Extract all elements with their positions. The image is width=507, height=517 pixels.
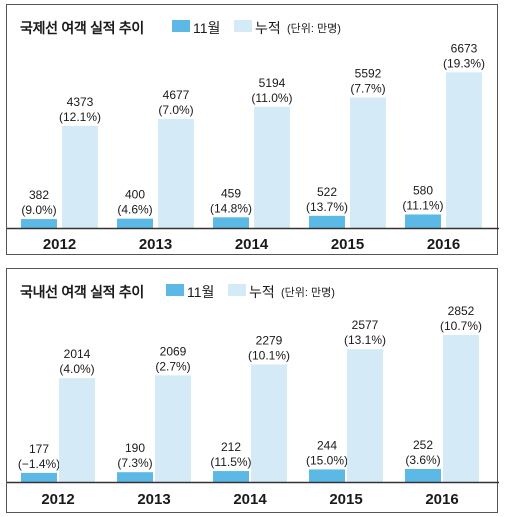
bar-cum [59,378,95,482]
pct-label-cum: (4.0%) [59,362,94,376]
x-tick-label: 2016 [427,236,460,253]
x-tick-label: 2015 [331,236,364,253]
pct-label-cum: (10.7%) [440,319,482,333]
pct-label-cum: (10.1%) [248,348,290,362]
chart-title: 국내선 여객 실적 추이 [20,284,144,300]
x-tick-label: 2012 [41,491,74,508]
bar-cum [254,106,290,228]
x-tick-label: 2015 [329,491,362,508]
legend-label-nov: 11월 [187,284,215,300]
legend-label-cum: 누적 [249,284,275,300]
bar-cum [158,118,194,228]
domestic-chart: 177(−1.4%)2014(4.0%)2012190(7.3%)2069(2.… [7,304,499,508]
value-label-nov: 190 [125,441,145,455]
value-label-nov: 459 [221,186,241,200]
international-chart: 382(9.0%)4373(12.1%)2012400(4.6%)4677(7.… [7,41,499,253]
pct-label-cum: (11.0%) [251,91,292,105]
pct-label-cum: (7.7%) [350,82,385,96]
value-label-nov: 212 [221,440,241,454]
pct-label-nov: (15.0%) [306,453,348,467]
bar-nov [21,219,57,228]
bar-nov [405,469,441,482]
pct-label-cum: (19.3%) [443,56,485,70]
bar-cum [251,364,287,482]
legend-label-cum: 누적 [255,20,281,36]
pct-label-nov: (4.6%) [117,203,152,217]
bar-cum [443,334,479,482]
bar-nov [213,471,249,482]
value-label-cum: 2852 [448,304,475,318]
bar-nov [117,472,153,482]
legend-swatch-nov [166,284,184,296]
value-label-cum: 4373 [67,95,94,109]
value-label-cum: 2279 [256,333,283,347]
pct-label-nov: (7.3%) [117,456,152,470]
value-label-cum: 6673 [451,41,478,55]
legend-label-nov: 11월 [193,20,221,36]
bar-cum [62,125,98,228]
pct-label-nov: (3.6%) [405,453,440,467]
legend-swatch-nov [172,20,190,32]
value-label-nov: 252 [413,438,433,452]
pct-label-nov: (9.0%) [21,203,56,217]
bar-nov [213,217,249,228]
domestic-chart-panel: 국내선 여객 실적 추이 11월 누적 (단위: 만명) 177 (−1.4%) 2… [6,268,499,513]
pct-label-nov: (14.8%) [210,201,252,215]
pct-label-cum: (13.1%) [344,333,386,347]
pct-label-cum: (12.1%) [59,110,101,124]
value-label-cum: 2069 [160,344,187,358]
bar-nov [405,214,441,228]
value-label-cum: 5592 [355,67,382,81]
bar-nov [117,218,153,228]
chart-title: 국제선 여객 실적 추이 [20,20,144,36]
value-label-nov: 400 [125,188,145,202]
value-label-cum: 4677 [163,88,190,102]
bar-nov [21,472,57,482]
bar-cum [350,97,386,229]
x-tick-label: 2012 [43,236,76,253]
x-tick-label: 2013 [139,236,172,253]
international-chart-panel: 국제선 여객 실적 추이 11월 누적 (단위: 만명) 382 (9.0%) 43… [6,4,499,255]
pct-label-nov: (11.5%) [210,455,251,469]
value-label-nov: 522 [317,185,337,199]
legend-unit: (단위: 만명) [281,287,335,299]
legend-unit: (단위: 만명) [287,23,341,35]
pct-label-nov: (−1.4%) [18,457,60,471]
value-label-cum: 2014 [64,347,91,361]
x-tick-label: 2014 [235,236,269,253]
bar-cum [347,349,383,482]
value-label-nov: 177 [29,442,49,456]
pct-label-cum: (2.7%) [155,359,190,373]
x-tick-label: 2013 [137,491,170,508]
value-label-nov: 580 [413,183,433,197]
value-label-nov: 244 [317,438,337,452]
legend-swatch-cum [234,20,252,32]
bar-nov [309,469,345,482]
pct-label-cum: (7.0%) [158,103,193,117]
x-tick-label: 2014 [233,491,267,508]
value-label-cum: 2577 [352,318,379,332]
bar-cum [446,72,482,229]
bar-cum [155,375,191,482]
value-label-nov: 382 [29,188,49,202]
pct-label-nov: (13.7%) [306,200,348,214]
pct-label-nov: (11.1%) [402,198,443,212]
value-label-cum: 5194 [259,76,286,90]
legend-swatch-cum [228,284,246,296]
x-tick-label: 2016 [425,491,458,508]
bar-nov [309,215,345,228]
